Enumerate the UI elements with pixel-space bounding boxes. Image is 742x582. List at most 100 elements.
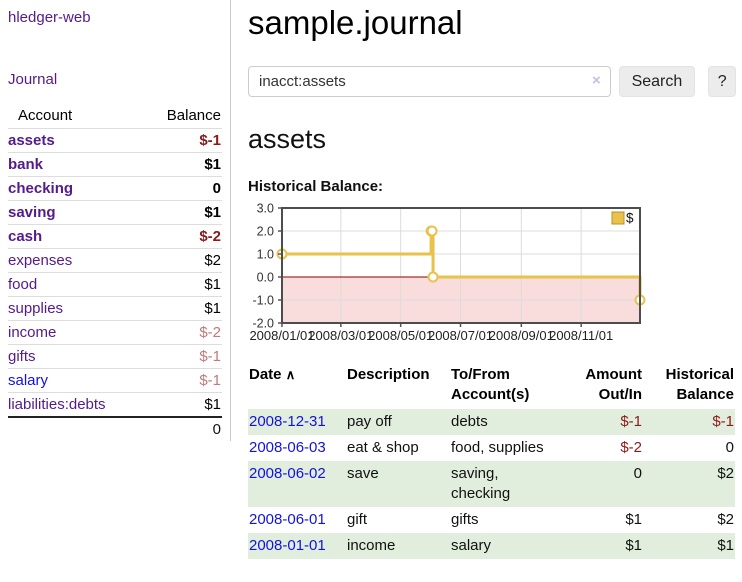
x-axis-label: 2008/05/01 — [368, 328, 433, 343]
register-table: Date ∧ Description To/From Account(s) Am… — [248, 363, 735, 559]
account-balance: $-2 — [136, 320, 222, 345]
account-heading: assets — [248, 124, 327, 154]
x-axis-label: 2008/11/01 — [549, 328, 613, 343]
x-axis-label: 2008/07/01 — [428, 328, 493, 343]
transaction-accounts: gifts — [451, 511, 479, 528]
transaction-date-link[interactable]: 2008-01-01 — [249, 537, 326, 554]
transaction-description: eat & shop — [347, 439, 419, 456]
accounts-table: Account Balance assets $-1 bank $1 checking 0… — [8, 103, 222, 441]
register-row: 2008-12-31 pay off debts $-1 $-1 — [248, 409, 735, 435]
transaction-date-link[interactable]: 2008-12-31 — [249, 413, 326, 430]
y-axis-label: -1.0 — [252, 294, 274, 308]
transaction-amount: $1 — [625, 537, 642, 554]
y-axis-label: 1.0 — [257, 248, 274, 262]
account-balance: 0 — [136, 176, 222, 201]
chart-data-point[interactable] — [427, 271, 439, 283]
register-table-body: 2008-12-31 pay off debts $-1 $-1 2008-06-03 ea… — [248, 409, 735, 559]
sidebar-account-link[interactable]: saving — [8, 204, 56, 221]
transaction-date-link[interactable]: 2008-06-03 — [249, 439, 326, 456]
sort-ascending-icon: ∧ — [285, 367, 296, 382]
x-axis-label: 2008/09/01 — [489, 328, 554, 343]
sidebar-account-link[interactable]: cash — [8, 228, 43, 245]
register-header-balance: Historical Balance — [665, 366, 734, 403]
legend-swatch — [611, 211, 625, 225]
account-row: assets $-1 — [8, 128, 222, 153]
account-row: food $1 — [8, 272, 222, 297]
accounts-header-balance: Balance — [166, 107, 221, 124]
transaction-balance: $2 — [717, 465, 734, 482]
transaction-balance: $2 — [717, 511, 734, 528]
sidebar-account-link[interactable]: assets — [8, 132, 55, 149]
sidebar-account-link[interactable]: income — [8, 324, 57, 341]
account-balance: $-1 — [136, 128, 222, 153]
y-axis-label: 0.0 — [257, 271, 274, 285]
account-row: income $-2 — [8, 320, 222, 345]
register-row: 2008-06-03 eat & shop food, supplies $-2 0 — [248, 435, 735, 461]
transaction-date-link[interactable]: 2008-06-02 — [249, 465, 326, 482]
chart-data-point[interactable] — [426, 225, 438, 237]
account-row: expenses $2 — [8, 248, 222, 273]
search-button[interactable]: Search — [618, 66, 696, 97]
transaction-accounts: debts — [451, 413, 488, 430]
register-header-date[interactable]: Date ∧ — [248, 363, 346, 409]
account-balance: $2 — [136, 248, 222, 273]
app-title-link[interactable]: hledger-web — [8, 9, 91, 26]
accounts-table-body: assets $-1 bank $1 checking 0 saving $1 cash $-2 e… — [8, 128, 222, 417]
sidebar-account-link[interactable]: bank — [8, 156, 44, 173]
sidebar-account-link[interactable]: checking — [8, 180, 74, 197]
transaction-balance: $-1 — [712, 413, 734, 430]
transaction-description: income — [347, 537, 396, 554]
transaction-description: gift — [347, 511, 368, 528]
transaction-amount: $-1 — [620, 413, 642, 430]
sidebar-account-link[interactable]: supplies — [8, 300, 64, 317]
chart-border — [281, 207, 641, 324]
account-row: cash $-2 — [8, 224, 222, 249]
account-balance: $-1 — [136, 368, 222, 393]
sidebar-account-link[interactable]: expenses — [8, 252, 73, 269]
account-balance: $1 — [136, 272, 222, 297]
search-bar: × Search ? — [248, 66, 736, 97]
register-row: 2008-01-01 income salary $1 $1 — [248, 533, 735, 559]
transaction-description: save — [347, 465, 379, 482]
transaction-date-link[interactable]: 2008-06-01 — [249, 511, 326, 528]
date-header-label: Date — [249, 366, 282, 383]
sidebar-account-link[interactable]: salary — [8, 372, 49, 389]
account-balance: $1 — [136, 152, 222, 177]
legend-label: $ — [626, 211, 634, 226]
account-balance: $1 — [136, 200, 222, 225]
transaction-balance: $1 — [717, 537, 734, 554]
accounts-header-account: Account — [18, 107, 73, 124]
sidebar-account-link[interactable]: liabilities:debts — [8, 396, 106, 413]
chart-title: Historical Balance: — [248, 178, 384, 195]
clear-search-icon[interactable]: × — [592, 72, 601, 89]
sidebar-account-link[interactable]: food — [8, 276, 38, 293]
accounts-total-row: 0 — [8, 416, 222, 441]
accounts-table-header: Account Balance — [8, 103, 222, 129]
account-balance: $-1 — [136, 344, 222, 369]
help-button[interactable]: ? — [708, 66, 736, 97]
account-balance: $1 — [136, 296, 222, 321]
transaction-amount: 0 — [633, 465, 642, 482]
account-balance: $-2 — [136, 224, 222, 249]
sidebar-account-link[interactable]: gifts — [8, 348, 36, 365]
x-axis-label: 2008/03/01 — [308, 328, 373, 343]
transaction-accounts: saving, checking — [451, 465, 511, 502]
sidebar-item-journal[interactable]: Journal — [8, 71, 58, 88]
transaction-description: pay off — [347, 413, 392, 430]
transaction-balance: 0 — [725, 439, 734, 456]
transaction-accounts: food, supplies — [451, 439, 544, 456]
register-row: 2008-06-01 gift gifts $1 $2 — [248, 507, 735, 533]
account-row: gifts $-1 — [8, 344, 222, 369]
transaction-accounts: salary — [451, 537, 492, 554]
register-header-amount: Amount Out/In — [585, 366, 642, 403]
account-balance: $1 — [136, 392, 222, 417]
account-row: bank $1 — [8, 152, 222, 177]
main-content: sample.journal × Search ? assets Histori… — [248, 0, 736, 559]
transaction-amount: $-2 — [620, 439, 642, 456]
register-header-row: Date ∧ Description To/From Account(s) Am… — [248, 363, 735, 409]
account-row: salary $-1 — [8, 368, 222, 393]
y-axis-label: 2.0 — [257, 225, 274, 239]
y-axis-label: 3.0 — [257, 202, 274, 216]
account-row: saving $1 — [8, 200, 222, 225]
search-input[interactable] — [248, 66, 611, 97]
